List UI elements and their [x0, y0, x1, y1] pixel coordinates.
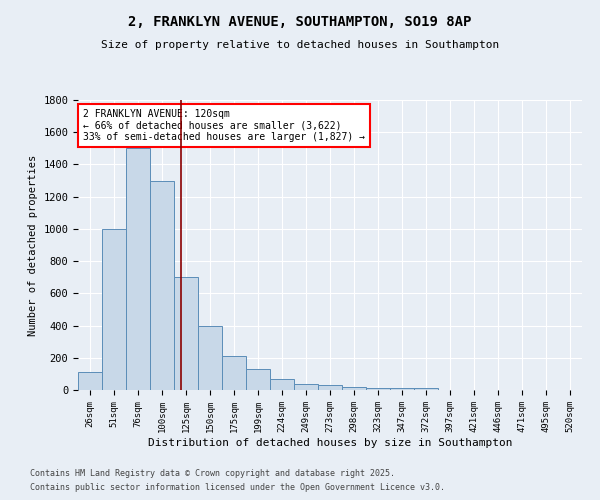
- Bar: [198, 326, 222, 390]
- Bar: [126, 148, 150, 390]
- Bar: [150, 180, 174, 390]
- Bar: [318, 385, 342, 390]
- Bar: [390, 388, 414, 390]
- Bar: [222, 356, 246, 390]
- Text: Size of property relative to detached houses in Southampton: Size of property relative to detached ho…: [101, 40, 499, 50]
- Text: Contains HM Land Registry data © Crown copyright and database right 2025.: Contains HM Land Registry data © Crown c…: [30, 468, 395, 477]
- Y-axis label: Number of detached properties: Number of detached properties: [28, 154, 38, 336]
- Text: 2 FRANKLYN AVENUE: 120sqm
← 66% of detached houses are smaller (3,622)
33% of se: 2 FRANKLYN AVENUE: 120sqm ← 66% of detac…: [83, 108, 365, 142]
- Text: Contains public sector information licensed under the Open Government Licence v3: Contains public sector information licen…: [30, 484, 445, 492]
- X-axis label: Distribution of detached houses by size in Southampton: Distribution of detached houses by size …: [148, 438, 512, 448]
- Bar: [414, 388, 438, 390]
- Bar: [78, 372, 102, 390]
- Bar: [294, 384, 318, 390]
- Bar: [270, 378, 294, 390]
- Bar: [366, 388, 390, 390]
- Bar: [246, 369, 270, 390]
- Bar: [174, 277, 198, 390]
- Bar: [102, 229, 126, 390]
- Text: 2, FRANKLYN AVENUE, SOUTHAMPTON, SO19 8AP: 2, FRANKLYN AVENUE, SOUTHAMPTON, SO19 8A…: [128, 15, 472, 29]
- Bar: [342, 387, 366, 390]
